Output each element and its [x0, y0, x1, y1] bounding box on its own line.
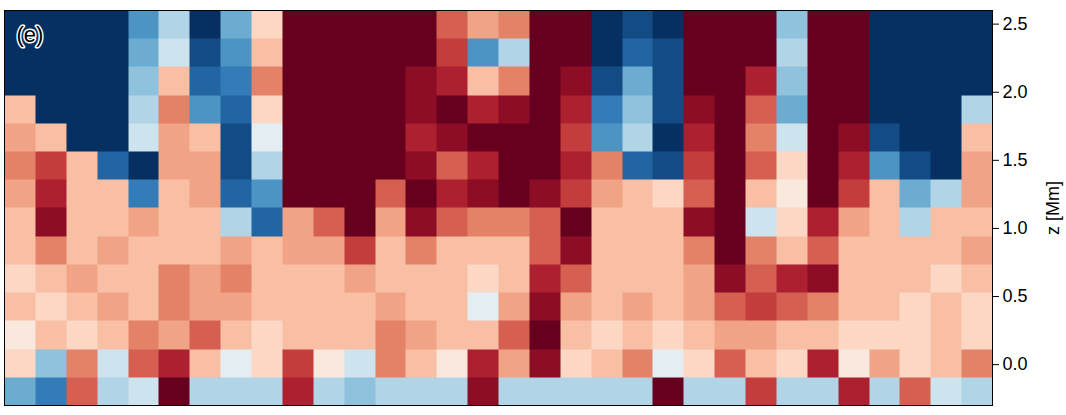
svg-text:2.0: 2.0	[1003, 82, 1028, 102]
svg-text:(e): (e)	[17, 22, 44, 47]
svg-text:1.0: 1.0	[1003, 218, 1028, 238]
svg-text:1.5: 1.5	[1003, 150, 1028, 170]
svg-text:0.5: 0.5	[1003, 286, 1028, 306]
svg-text:0.0: 0.0	[1003, 354, 1028, 374]
svg-text:2.5: 2.5	[1003, 14, 1028, 34]
svg-text:z [Mm]: z [Mm]	[1043, 181, 1063, 235]
